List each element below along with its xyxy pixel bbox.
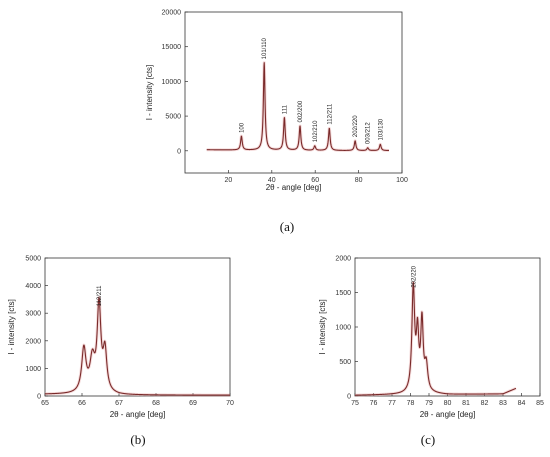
x-tick-label: 80: [444, 400, 452, 407]
peak-label: 112/211: [327, 103, 333, 124]
y-tick-label: 15000: [162, 44, 182, 51]
x-tick-label: 67: [115, 400, 123, 407]
peak-label: 101/110: [262, 37, 268, 59]
peak-label: 003/212: [366, 122, 372, 144]
x-tick-label: 84: [518, 400, 526, 407]
x-tick-label: 83: [499, 400, 507, 407]
x-tick-label: 20: [225, 177, 233, 184]
y-tick-label: 0: [177, 148, 181, 155]
x-tick-label: 78: [407, 400, 415, 407]
y-tick-label: 1500: [335, 290, 351, 297]
peak-label: 111: [282, 104, 288, 114]
plot-frame: [354, 257, 541, 397]
y-tick-label: 1000: [25, 366, 41, 373]
peak-label: 002/200: [298, 100, 304, 122]
y-tick-label: 2000: [25, 338, 41, 345]
x-axis-label: 2θ - angle [deg]: [110, 410, 166, 419]
x-tick-label: 65: [41, 400, 49, 407]
y-tick-label: 5000: [25, 256, 41, 263]
x-tick-label: 100: [396, 177, 408, 184]
peak-annotation: 202/220: [411, 265, 417, 287]
x-axis-label: 2θ - angle [deg]: [420, 410, 476, 419]
peak-label: 202/220: [353, 115, 359, 137]
x-tick-label: 70: [226, 400, 234, 407]
chart-a: 20 40 60 80 100 0 5000 10000 15000 20000 2θ - angl…: [145, 10, 408, 193]
chart-c: 75 76 77 78 79 80 81 82 83 84 85 0 500 1000 1500 2000 2θ…: [318, 256, 544, 420]
y-tick-label: 5000: [165, 114, 181, 121]
y-tick-label: 3000: [25, 311, 41, 318]
y-axis-label: I - intensity [cts]: [318, 299, 327, 355]
plot-frame: [44, 257, 231, 397]
series-glow: [353, 280, 518, 397]
y-tick-label: 500: [339, 359, 351, 366]
x-tick-label: 77: [388, 400, 396, 407]
series-glow: [43, 295, 232, 397]
peak-annotation: 112/211: [97, 285, 103, 306]
peak-label: 100: [239, 122, 245, 133]
panel-label-a: (a): [280, 219, 294, 234]
x-tick-label: 76: [370, 400, 378, 407]
y-axis-label: I - intensity [cts]: [7, 299, 16, 355]
x-tick-label: 82: [481, 400, 489, 407]
x-tick-label: 40: [268, 177, 276, 184]
y-tick-label: 0: [37, 394, 41, 401]
x-tick-label: 79: [425, 400, 433, 407]
series-line: [44, 296, 231, 396]
y-axis-label: I - intensity [cts]: [145, 65, 154, 121]
series-line: [206, 62, 390, 152]
x-tick-label: 85: [536, 400, 544, 407]
series-line: [354, 281, 517, 396]
x-tick-label: 80: [355, 177, 363, 184]
y-tick-label: 1000: [335, 325, 351, 332]
x-axis-label: 2θ - angle [deg]: [266, 183, 322, 192]
x-tick-label: 75: [351, 400, 359, 407]
x-tick-label: 68: [152, 400, 160, 407]
panel-label-b: (b): [130, 432, 145, 447]
x-tick-label: 69: [189, 400, 197, 407]
y-tick-label: 0: [347, 394, 351, 401]
peak-label: 102/210: [313, 120, 319, 142]
y-tick-label: 20000: [162, 10, 182, 17]
x-tick-label: 60: [311, 177, 319, 184]
y-tick-label: 10000: [162, 79, 182, 86]
peak-label: 103/130: [378, 118, 384, 140]
x-tick-label: 81: [462, 400, 470, 407]
panel-label-c: (c): [421, 432, 435, 447]
chart-b: 65 66 67 68 69 70 0 1000 2000 3000 4000 5000 2θ - an…: [7, 256, 234, 420]
y-tick-label: 2000: [335, 256, 351, 263]
x-tick-label: 66: [78, 400, 86, 407]
plot-frame: [184, 11, 403, 174]
y-tick-label: 4000: [25, 283, 41, 290]
